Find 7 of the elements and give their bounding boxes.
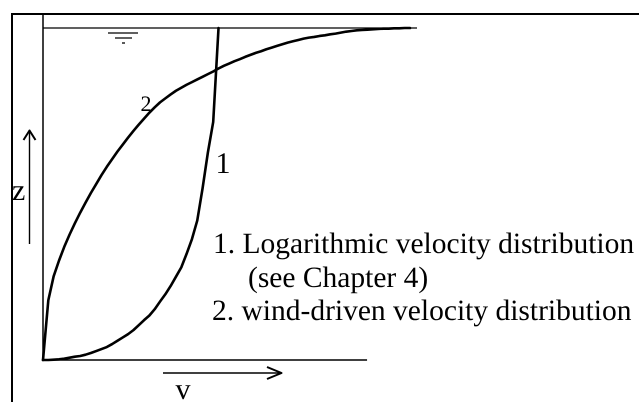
series-label: 2: [140, 91, 152, 116]
series-label: 1: [216, 147, 230, 180]
annotation: 2. wind-driven velocity distribution: [212, 295, 632, 327]
x-axis-title: v: [176, 373, 190, 402]
y-axis-title: z: [12, 174, 26, 207]
annotation: 1. Logarithmic velocity distribution: [213, 228, 634, 260]
annotation: (see Chapter 4): [248, 262, 428, 294]
